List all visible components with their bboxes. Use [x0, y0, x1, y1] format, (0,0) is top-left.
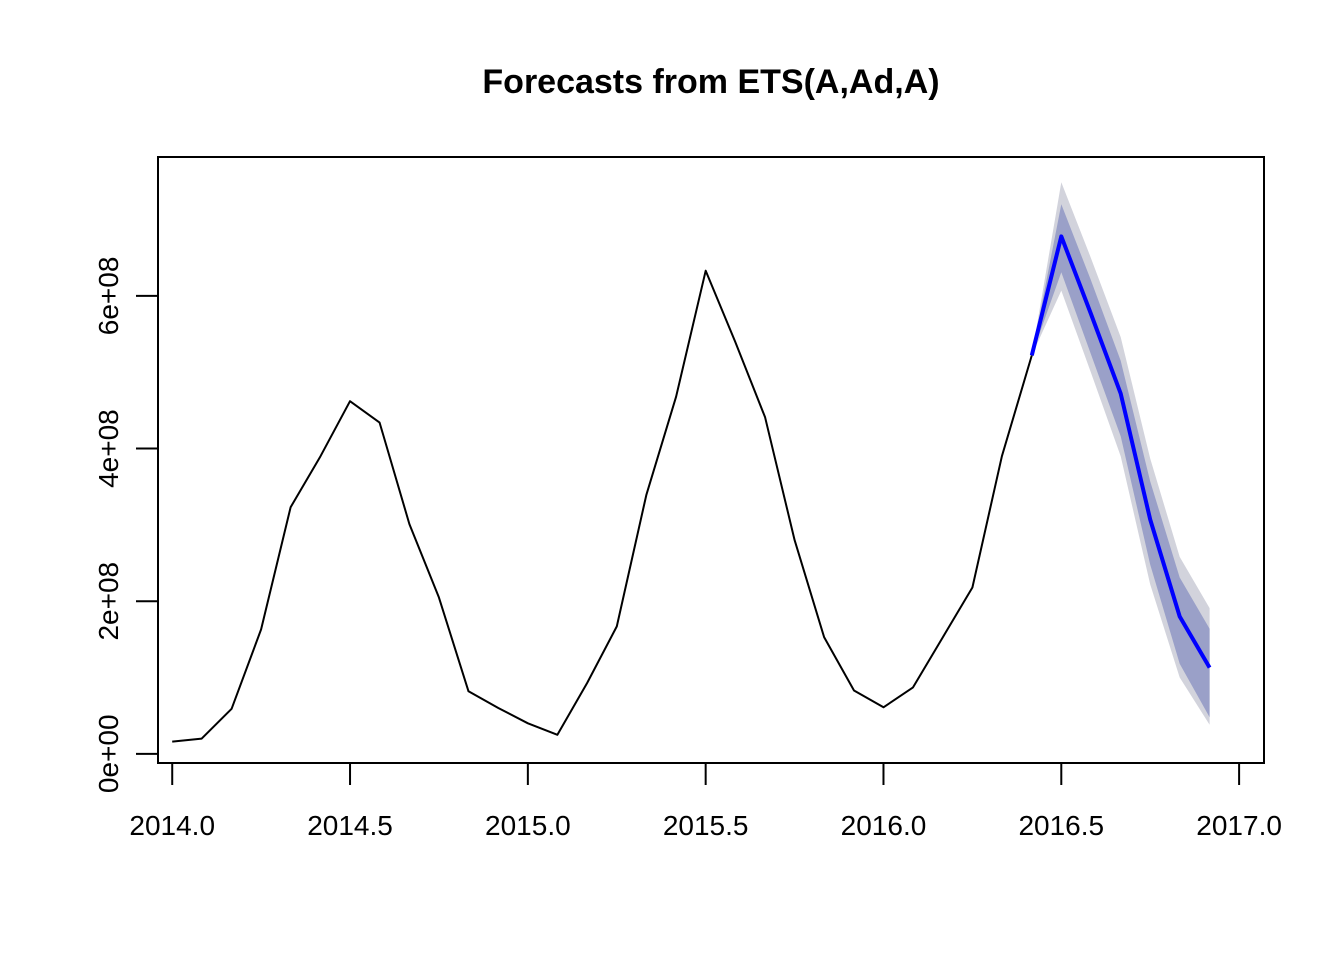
- y-axis: 0e+00 2e+08 4e+08 6e+08: [93, 257, 159, 793]
- chart-title: Forecasts from ETS(A,Ad,A): [482, 63, 939, 101]
- x-tick-label: 2015.5: [663, 810, 749, 841]
- x-tick-label: 2014.5: [307, 810, 393, 841]
- x-tick-label: 2017.0: [1196, 810, 1282, 841]
- band-80-area: [1031, 204, 1210, 718]
- series-lines: [172, 234, 1212, 743]
- x-axis: 2014.0 2014.5 2015.0 2015.5 2016.0 2016.5 2017…: [129, 762, 1282, 841]
- y-tick-label: 2e+08: [93, 562, 124, 641]
- y-tick-label: 6e+08: [93, 257, 124, 336]
- y-tick-label: 0e+00: [93, 714, 124, 793]
- x-tick-label: 2016.5: [1018, 810, 1104, 841]
- history-line: [172, 269, 1033, 743]
- x-tick-label: 2014.0: [129, 810, 215, 841]
- prediction-bands: [1031, 182, 1210, 725]
- x-tick-label: 2016.0: [841, 810, 927, 841]
- x-tick-label: 2015.0: [485, 810, 571, 841]
- plot-frame: [157, 156, 1265, 764]
- forecast-line: [1029, 234, 1212, 669]
- y-tick-label: 4e+08: [93, 409, 124, 488]
